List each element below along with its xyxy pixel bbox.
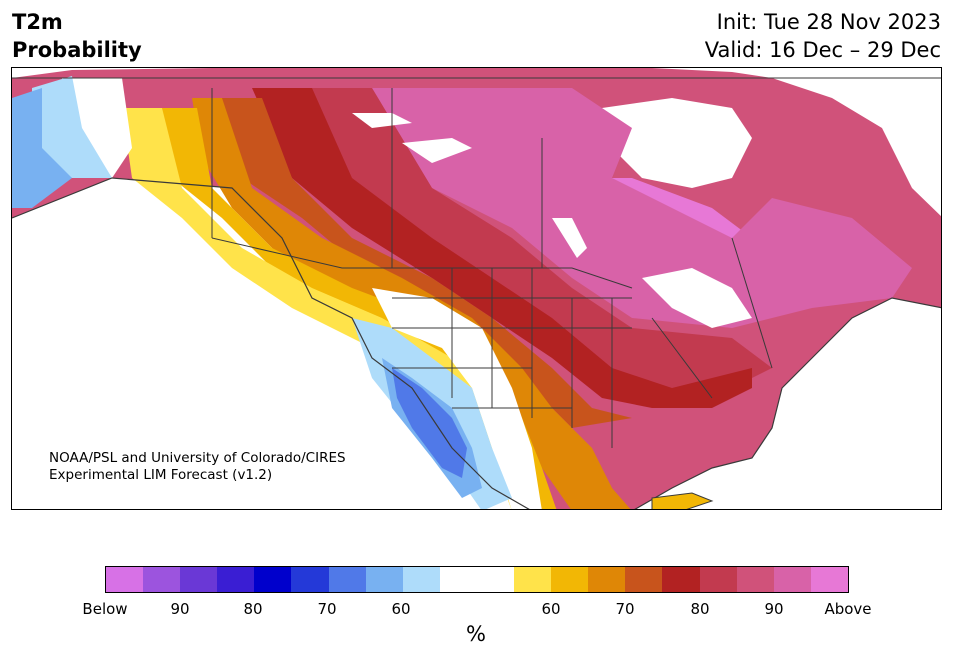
- credit-line-2: Experimental LIM Forecast (v1.2): [49, 467, 273, 483]
- credit-text: NOAA/PSL and University of Colorado/CIRE…: [49, 450, 346, 484]
- valid-dates: Valid: 16 Dec – 29 Dec: [704, 38, 941, 62]
- title-line-probability: Probability: [12, 38, 142, 62]
- credit-line-1: NOAA/PSL and University of Colorado/CIRE…: [49, 450, 346, 466]
- zone-cold-mid-ak: [12, 88, 72, 208]
- zone-red: [252, 88, 752, 408]
- colorbar-cell: [143, 567, 181, 592]
- colorbar: [105, 566, 849, 593]
- colorbar-tick-label: 80: [690, 600, 710, 618]
- cuba: [651, 492, 714, 509]
- arctic-water: [712, 68, 941, 118]
- colorbar-cell: [773, 567, 811, 592]
- colorbar-cell: [180, 567, 218, 592]
- zone-rust: [212, 98, 632, 428]
- map-canvas: [12, 68, 941, 509]
- colorbar-tick-label: 90: [170, 600, 190, 618]
- colorbar-cell: [217, 567, 255, 592]
- colorbar-tick-label: 70: [317, 600, 337, 618]
- colorbar-cell: [736, 567, 774, 592]
- great-bear-lake: [352, 113, 412, 128]
- title-line-variable: T2m: [12, 10, 63, 34]
- colorbar-cell: [254, 567, 292, 592]
- political-borders: [12, 77, 941, 448]
- init-date: Init: Tue 28 Nov 2023: [716, 10, 941, 34]
- colorbar-tick-label: 70: [615, 600, 635, 618]
- map-title: T2m Probability: [12, 8, 142, 64]
- lake-winnipeg: [552, 218, 587, 258]
- great-slave-lake: [402, 138, 472, 163]
- colorbar-cell: [551, 567, 589, 592]
- zone-cold-light-ak: [32, 76, 112, 178]
- probability-map: [11, 67, 942, 510]
- zone-crimson: [272, 88, 772, 398]
- colorbar-cell: [514, 567, 552, 592]
- colorbar-cell: [588, 567, 626, 592]
- colorbar-tick-label: 80: [243, 600, 263, 618]
- colorbar-tick-label: 60: [541, 600, 561, 618]
- zone-neutral-sw: [372, 288, 542, 509]
- colorbar-cell: [365, 567, 403, 592]
- colorbar-tick-label: 60: [391, 600, 411, 618]
- colorbar-tick-label: Below: [82, 600, 128, 618]
- colorbar-cell: [439, 567, 477, 592]
- colorbar-cell: [476, 567, 515, 592]
- colorbar-cell: [328, 567, 366, 592]
- colorbar-cell: [625, 567, 663, 592]
- coastline: [12, 177, 941, 509]
- colorbar-cell: [699, 567, 737, 592]
- colorbar-cell: [106, 567, 144, 592]
- colorbar-tick-label: 90: [764, 600, 784, 618]
- great-lakes: [642, 268, 752, 328]
- zone-pink: [372, 88, 912, 328]
- zone-yellow: [122, 108, 532, 509]
- colorbar-cell: [662, 567, 700, 592]
- colorbar-cell: [402, 567, 440, 592]
- colorbar-cell: [291, 567, 329, 592]
- colorbar-unit: %: [466, 622, 486, 646]
- hudson-bay: [602, 98, 752, 188]
- colorbar-tick-label: Above: [824, 600, 872, 618]
- colorbar-cell: [810, 567, 848, 592]
- forecast-dates: Init: Tue 28 Nov 2023 Valid: 16 Dec – 29…: [705, 8, 941, 64]
- zone-cold-deep-sw: [392, 368, 467, 478]
